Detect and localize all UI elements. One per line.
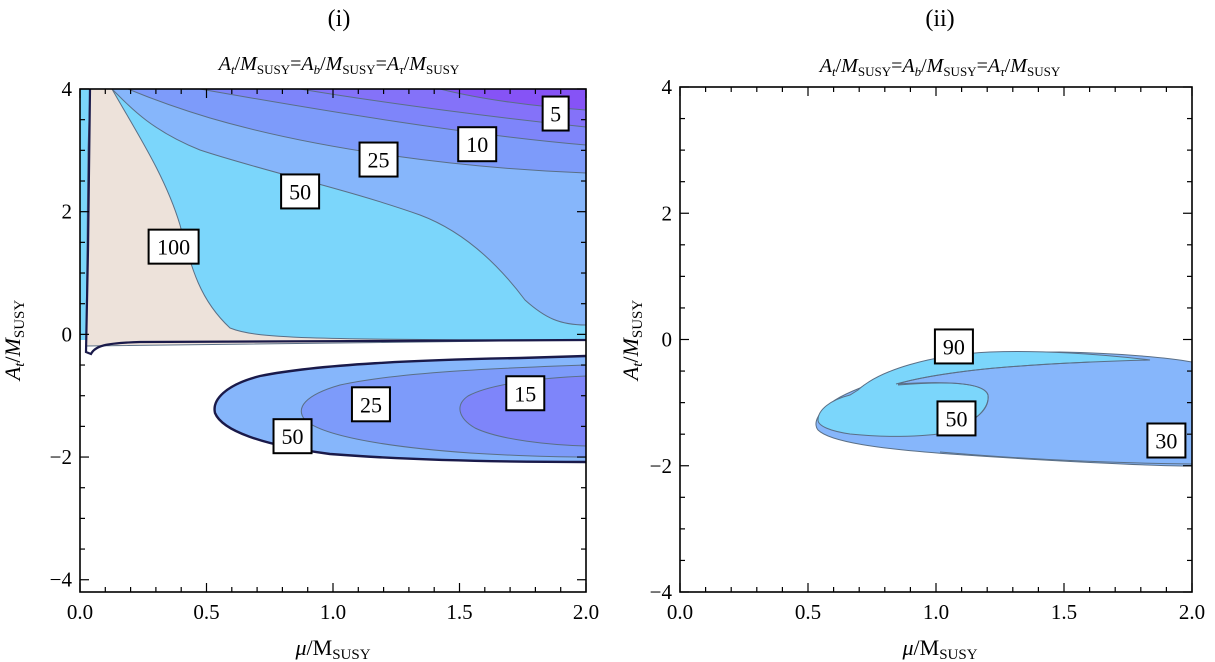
- panel-i-contour-label-text: 50: [289, 179, 311, 204]
- panel-ii-tag: (ii): [925, 6, 954, 32]
- panel-i-contour-label-text: 10: [466, 132, 488, 157]
- panel-i-ticks: 0.0 0.5 1.0 1.5 2.0 4 2 0 −2 −4: [50, 77, 599, 624]
- panel-i-contour-label-box: [147, 228, 200, 265]
- boundary-upper: [84, 89, 586, 356]
- panel-ii-x-tick-label: 1.0: [923, 600, 949, 624]
- panel-ii-y-tick-label: 2: [662, 201, 673, 225]
- panel-i-contour-label-50: 50: [280, 173, 321, 210]
- panel-i-y-tick-label: 4: [62, 77, 73, 101]
- panel-ii-contour-label-text: 30: [1155, 429, 1177, 454]
- panel-ii-contour-labels: 90 50 30: [933, 328, 1187, 459]
- panel-ii-contour-label-box: [1146, 422, 1187, 459]
- panel-i-contour-label-text: 15: [514, 381, 536, 406]
- panel-i-contour-label-25: 25: [350, 386, 391, 423]
- panel-i-ylabel: At/MSUSY: [0, 300, 28, 383]
- panel-i-contour-label-100: 100: [147, 228, 200, 265]
- panel-ii-ylabel: At/MSUSY: [618, 300, 646, 383]
- panel-i-contour-label-box: [358, 141, 399, 178]
- panel-ii-y-tick-label: −2: [650, 454, 672, 478]
- panel-ii-contour-label-text: 50: [945, 406, 967, 431]
- panel-i-x-tick-label: 0.5: [193, 600, 219, 624]
- panel-i-contour-label-box: [272, 418, 313, 455]
- panel-i-x-tick-label: 1.5: [446, 600, 472, 624]
- panel-i-tag: (i): [328, 6, 351, 32]
- panel-i-contour-label-box: [350, 386, 391, 423]
- panel-ii-contour-label-90: 90: [933, 328, 974, 365]
- panel-ii-x-tick-label: 0.5: [795, 600, 821, 624]
- panel-ii-y-tick-label: −4: [650, 580, 673, 604]
- panel-ii-x-tick-label: 1.5: [1051, 600, 1077, 624]
- panel-i-contour-label-box: [505, 375, 546, 412]
- panel-ii-ticks: 0.0 0.5 1.0 1.5 2.0 4 2 0 −2 −4: [650, 75, 1205, 624]
- panel-i-contour-label-box: [457, 126, 498, 163]
- panel-i-y-tick-label: −4: [50, 568, 73, 592]
- panel-ii-contour-label-50: 50: [936, 400, 977, 437]
- panel-i-y-tick-label: 2: [62, 200, 73, 224]
- panel-ii-x-tick-label: 0.0: [667, 600, 693, 624]
- panel-i-contour-label-box: [280, 173, 321, 210]
- contour-ii-90: [895, 361, 1091, 385]
- panel-i-contour-label-text: 25: [368, 148, 390, 173]
- panel-i-contour-label-box: [541, 95, 570, 132]
- panel-ii-y-tick-label: 4: [662, 75, 673, 99]
- panel-ii-title: At/MSUSY=Ab/MSUSY=Aτ/MSUSY: [818, 55, 1061, 79]
- panel-i-contour-label-25: 25: [358, 141, 399, 178]
- panel-ii-regions: [815, 350, 1192, 467]
- panel-i-contour-label-text: 50: [282, 424, 304, 449]
- panel-i-contour-label-15: 15: [505, 375, 546, 412]
- panel-i-contour-label-5: 5: [541, 95, 570, 132]
- panel-ii-contour-label-box: [936, 400, 977, 437]
- panel-i-x-tick-label: 2.0: [573, 600, 599, 624]
- boundary-lower: [213, 354, 586, 464]
- panel-i-contour-label-text: 100: [157, 235, 190, 260]
- panel-i-contour-label-text: 5: [550, 102, 561, 127]
- panel-i: (i) At/MSUSY=Ab/MSUSY=Aτ/MSUSY 0.0 0.5 1.0…: [0, 6, 599, 662]
- region-beige-upper: [85, 89, 586, 347]
- panel-i-xlabel: μ/MSUSY: [294, 635, 370, 662]
- panel-ii-contour-label-30: 30: [1146, 422, 1187, 459]
- panel-i-x-tick-label: 0.0: [67, 600, 93, 624]
- panel-ii: (ii) At/MSUSY=Ab/MSUSY=Aτ/MSUSY 0.0 0.5 1.…: [618, 6, 1205, 662]
- panel-ii-x-tick-label: 2.0: [1179, 600, 1205, 624]
- contour-ii-30: [939, 451, 1192, 465]
- panel-ii-contour-label-box: [933, 328, 974, 365]
- panel-i-title: At/MSUSY=Ab/MSUSY=Aτ/MSUSY: [217, 53, 460, 77]
- panel-i-contour-labels: 5 10 25 50 100 50 25 15: [147, 95, 570, 455]
- panel-i-y-tick-label: −2: [50, 445, 72, 469]
- panel-ii-y-tick-label: 0: [662, 328, 673, 352]
- panel-i-contour-label-50: 50: [272, 418, 313, 455]
- panel-i-y-tick-label: 0: [62, 322, 73, 346]
- panel-i-contour-label-text: 25: [360, 392, 382, 417]
- region-ii-cyan: [817, 350, 1151, 437]
- panel-ii-xlabel: μ/MSUSY: [901, 635, 977, 662]
- panel-ii-contour-label-text: 90: [943, 334, 965, 359]
- panel-i-contour-label-10: 10: [457, 126, 498, 163]
- panel-i-x-tick-label: 1.0: [320, 600, 346, 624]
